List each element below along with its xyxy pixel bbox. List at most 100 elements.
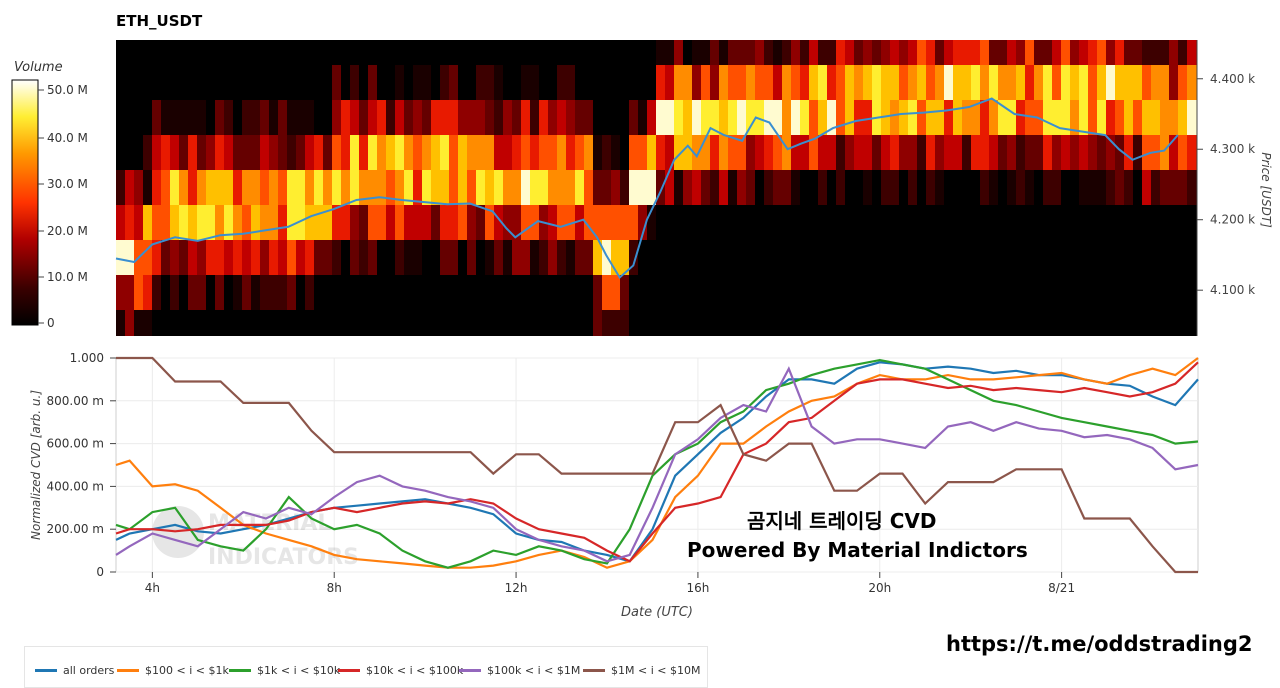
heatmap-cell <box>908 275 918 310</box>
heatmap-cell <box>899 310 909 336</box>
heatmap-cell <box>467 135 477 170</box>
heatmap-cell <box>521 135 531 170</box>
heatmap-cell <box>665 135 675 170</box>
heatmap-cell <box>1124 240 1134 275</box>
heatmap-cell <box>953 170 963 205</box>
heatmap-cell <box>395 205 405 240</box>
legend-item[interactable]: $1k < i < $10k <box>229 663 340 677</box>
heatmap-cell <box>611 65 621 100</box>
heatmap-cell <box>179 275 189 310</box>
heatmap-cell <box>791 275 801 310</box>
heatmap-cell <box>674 310 684 336</box>
heatmap-cell <box>926 65 936 100</box>
heatmap-cell <box>449 240 459 275</box>
heatmap-cell <box>494 310 504 336</box>
heatmap-cell <box>818 310 828 336</box>
heatmap-cell <box>152 205 162 240</box>
cvd-x-tick-label: 8/21 <box>1048 581 1075 595</box>
heatmap-cell <box>728 170 738 205</box>
heatmap-cell <box>170 100 180 135</box>
heatmap-cell <box>287 65 297 100</box>
heatmap-cell <box>1124 205 1134 240</box>
heatmap-cell <box>935 205 945 240</box>
legend-label: $1k < i < $10k <box>257 663 341 677</box>
heatmap-cell <box>809 275 819 310</box>
heatmap-cell <box>971 65 981 100</box>
heatmap-cell <box>872 310 882 336</box>
heatmap-cell <box>305 310 315 336</box>
heatmap-cell <box>1115 170 1125 205</box>
legend-item[interactable]: $100 < i < $1k <box>117 663 229 677</box>
heatmap-cell <box>1043 205 1053 240</box>
heatmap-cell <box>350 240 360 275</box>
heatmap-cell <box>116 275 126 310</box>
legend-item[interactable]: $10k < i < $100k <box>338 663 463 677</box>
heatmap-cell <box>530 170 540 205</box>
heatmap-cell <box>323 100 333 135</box>
heatmap-cell <box>854 240 864 275</box>
heatmap-cell <box>656 310 666 336</box>
heatmap-cell <box>305 240 315 275</box>
heatmap-cell <box>386 275 396 310</box>
heatmap-cell <box>629 135 639 170</box>
heatmap-cell <box>1016 135 1026 170</box>
heatmap-cell <box>260 170 270 205</box>
heatmap-cell <box>548 240 558 275</box>
heatmap-cell <box>863 100 873 135</box>
heatmap-cell <box>638 135 648 170</box>
heatmap-cell <box>332 65 342 100</box>
heatmap-cell <box>512 205 522 240</box>
heatmap-cell <box>980 65 990 100</box>
heatmap-cell <box>386 205 396 240</box>
heatmap-cell <box>971 135 981 170</box>
chart-title: ETH_USDT <box>116 12 203 30</box>
heatmap-cell <box>116 135 126 170</box>
heatmap-cell <box>476 205 486 240</box>
legend-item[interactable]: all orders <box>35 663 114 677</box>
heatmap-cell <box>647 240 657 275</box>
heatmap-cell <box>818 275 828 310</box>
heatmap-cell <box>962 240 972 275</box>
heatmap-cell <box>215 205 225 240</box>
legend-item[interactable]: $1M < i < $10M <box>583 663 700 677</box>
heatmap-cell <box>179 205 189 240</box>
heatmap-cell <box>206 240 216 275</box>
heatmap-cell <box>665 205 675 240</box>
heatmap-cell <box>1187 205 1197 240</box>
heatmap-cell <box>467 205 477 240</box>
heatmap-cell <box>620 310 630 336</box>
overlay-subtitle: Powered By Material Indictors <box>687 538 1028 562</box>
heatmap-cell <box>161 100 171 135</box>
heatmap-cell <box>1178 205 1188 240</box>
heatmap-cell <box>980 275 990 310</box>
heatmap-cell <box>314 275 324 310</box>
heatmap-cell <box>395 275 405 310</box>
heatmap-cell <box>998 100 1008 135</box>
heatmap-cell <box>548 65 558 100</box>
heatmap-cell <box>737 100 747 135</box>
heatmap-cell <box>1079 240 1089 275</box>
heatmap-cell <box>926 40 936 65</box>
heatmap-cell <box>809 65 819 100</box>
heatmap-cell <box>863 65 873 100</box>
legend-item[interactable]: $100k < i < $1M <box>459 663 580 677</box>
heatmap-cell <box>611 170 621 205</box>
heatmap-cell <box>764 135 774 170</box>
heatmap-cell <box>728 275 738 310</box>
heatmap-cell <box>314 100 324 135</box>
heatmap-cell <box>728 100 738 135</box>
heatmap-cell <box>188 275 198 310</box>
heatmap-cell <box>440 65 450 100</box>
heatmap-cell <box>323 65 333 100</box>
heatmap-cell <box>1088 275 1098 310</box>
heatmap-cell <box>494 100 504 135</box>
heatmap-cell <box>134 205 144 240</box>
heatmap-cell <box>1070 65 1080 100</box>
heatmap-cell <box>278 100 288 135</box>
heatmap-cell <box>656 65 666 100</box>
heatmap-cell <box>224 135 234 170</box>
heatmap-cell <box>620 170 630 205</box>
heatmap-cell <box>845 240 855 275</box>
heatmap-cell <box>521 170 531 205</box>
heatmap-cell <box>692 100 702 135</box>
